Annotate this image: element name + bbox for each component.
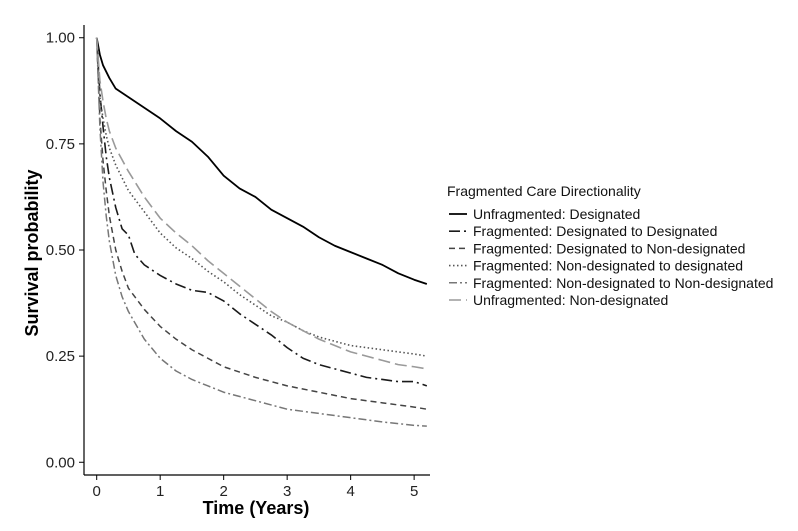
series-line-2: [95, 37, 428, 387]
y-axis-title: Survival probability: [22, 169, 42, 336]
legend-title: Fragmented Care Directionality: [447, 183, 641, 199]
x-tick-label: 4: [346, 483, 354, 500]
x-tick-label: 0: [93, 483, 101, 500]
y-tick-label: 0.50: [46, 242, 75, 259]
x-tick-label: 2: [219, 483, 227, 500]
y-tick-label: 0.75: [46, 136, 75, 153]
legend: Fragmented Care Directionality Unfragmen…: [447, 183, 773, 308]
series-line-4: [95, 37, 427, 357]
legend-label-5: Fragmented: Non-designated to Non-design…: [473, 275, 773, 291]
y-tick-label: 0.00: [46, 454, 75, 471]
legend-label-4: Fragmented: Non-designated to designated: [473, 258, 743, 274]
series-line-6: [95, 37, 427, 370]
x-tick-label: 1: [156, 483, 164, 500]
x-axis-title: Time (Years): [203, 498, 310, 518]
series-line-1: [95, 37, 428, 285]
series-lines: [95, 37, 428, 427]
x-ticks: 0 1 2 3 4 5: [93, 475, 418, 500]
series-line-3: [95, 37, 427, 410]
y-tick-label: 1.00: [46, 30, 75, 47]
y-tick-label: 0.25: [46, 348, 75, 365]
y-ticks: 0.00 0.25 0.50 0.75 1.00: [46, 30, 84, 471]
series-line-5: [95, 37, 427, 427]
legend-label-6: Unfragmented: Non-designated: [473, 292, 668, 308]
x-tick-label: 3: [283, 483, 291, 500]
x-tick-label: 5: [410, 483, 418, 500]
legend-label-1: Unfragmented: Designated: [473, 206, 640, 222]
legend-label-2: Fragmented: Designated to Designated: [473, 223, 717, 239]
legend-label-3: Fragmented: Designated to Non-designated: [473, 240, 745, 256]
